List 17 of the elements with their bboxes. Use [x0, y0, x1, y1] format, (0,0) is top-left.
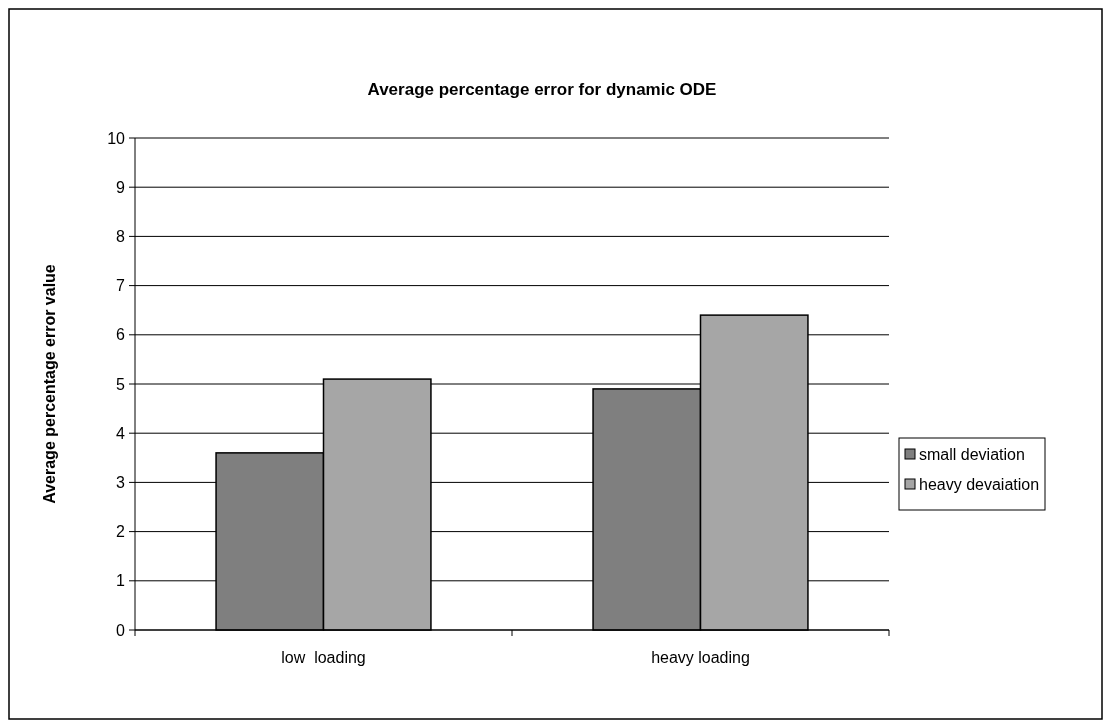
y-tick-label: 6 — [116, 326, 126, 344]
y-tick-label: 10 — [107, 129, 126, 147]
y-tick-label: 1 — [116, 572, 126, 590]
y-tick-label: 8 — [116, 228, 126, 245]
x-tick-label: low loading — [281, 649, 366, 666]
y-tick-label: 2 — [116, 523, 126, 541]
chart-title: Average percentage error for dynamic ODE — [367, 80, 717, 99]
x-tick-label: heavy loading — [651, 649, 750, 666]
y-tick-label: 0 — [116, 621, 126, 639]
legend-label: heavy devaiation — [919, 475, 1040, 493]
y-tick-label: 3 — [116, 474, 126, 491]
legend-label: small deviation — [919, 445, 1025, 463]
y-tick-label: 9 — [116, 178, 126, 196]
y-tick-label: 7 — [116, 277, 126, 295]
y-axis-title: Average percentage error value — [41, 264, 58, 504]
y-tick-label: 5 — [116, 375, 126, 393]
y-tick-label: 4 — [116, 424, 126, 442]
